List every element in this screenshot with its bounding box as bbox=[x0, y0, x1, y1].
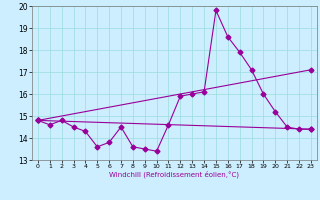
X-axis label: Windchill (Refroidissement éolien,°C): Windchill (Refroidissement éolien,°C) bbox=[109, 171, 239, 178]
